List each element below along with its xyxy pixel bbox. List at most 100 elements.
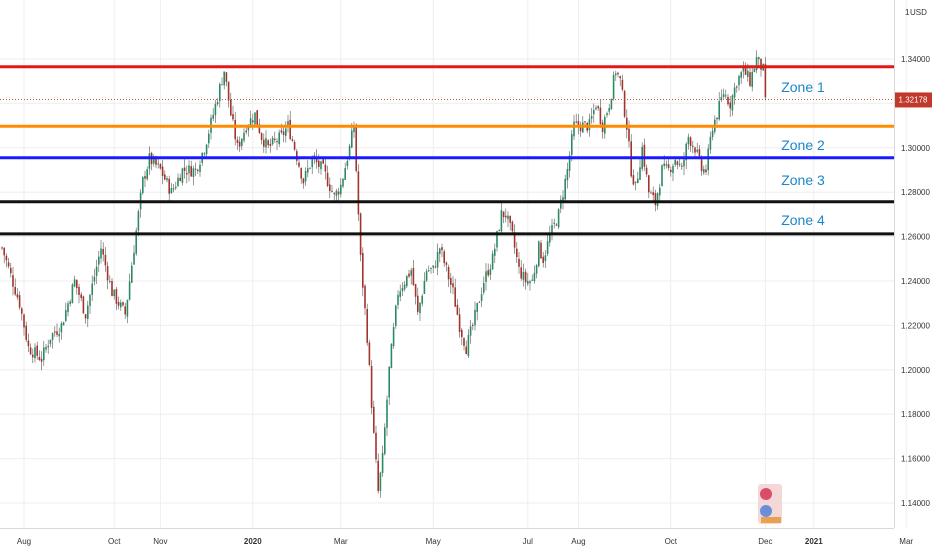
x-tick-label: Mar [899,537,913,546]
candle-body [498,230,500,232]
candle-body [324,164,327,172]
candle-body [656,193,659,206]
y-tick-label: 1.34000 [901,55,930,64]
candle-body [520,267,522,279]
candle-body [113,289,115,297]
candle-body [738,76,740,86]
candle-body [430,267,432,269]
candle-body [401,288,404,292]
candle-body [551,225,553,236]
candle-body [406,275,408,287]
candle-body [370,365,373,408]
candle-body [707,148,709,171]
candle-body [100,248,102,259]
candle-body [436,251,439,268]
candle-body [595,107,597,110]
candle-body [472,324,474,326]
candle-body [300,168,302,179]
candle-body [744,65,747,75]
candle-body [271,137,274,145]
candle-body [243,132,245,141]
candle-body [245,130,247,133]
candle-body [87,305,89,320]
candle-body [509,215,511,223]
candle-body [753,68,756,73]
candle-body [731,95,734,111]
candle-body [626,117,628,130]
candle-body [725,95,727,97]
x-tick-label: Jul [523,537,533,546]
candle-body [696,149,698,152]
candle-body [670,169,672,173]
time-axis[interactable]: Aug Oct Nov 2020 Mar May Jul Aug Oct Dec 2021 Mar [17,537,914,546]
candle-body [368,342,371,365]
candle-body [78,286,80,295]
candle-body [285,128,287,136]
candle-body [428,270,430,272]
candle-body [676,161,679,165]
candle-body [760,58,762,70]
candle-body [320,161,322,170]
candle-body [513,232,516,248]
candle-body [419,302,421,314]
candle-body [496,231,498,248]
candle-body [529,281,531,284]
candle-body [260,133,263,140]
candle-body [705,169,707,173]
candle-body [751,71,753,87]
candle-body [564,178,566,200]
candle-body [73,279,76,287]
candle-body [434,266,437,268]
candle-body [236,139,239,143]
candle-body [597,106,599,109]
candle-body [232,114,234,120]
candle-body [447,266,450,280]
candle-body [392,327,395,347]
candle-body [689,137,692,146]
candle-body [755,57,758,71]
candle-body [639,167,641,180]
candle-body [502,211,505,218]
support-resistance-levels[interactable] [0,65,894,236]
candle-body [397,294,399,305]
candle-body [225,72,228,82]
x-tick-label: Oct [108,537,121,546]
candle-body [507,215,509,220]
candle-body [461,329,463,337]
candle-body [221,84,223,86]
candle-body [452,283,454,288]
candle-body [381,452,384,473]
candle-body [219,84,221,102]
candle-body [166,178,168,181]
candle-body [410,270,412,276]
currency-label[interactable]: USD [910,8,927,17]
candle-body [432,265,434,268]
zone-label: Zone 4 [781,212,825,228]
candle-body [476,302,478,313]
candle-body [351,130,353,148]
candle-body [230,99,232,116]
candle-body [80,294,82,299]
candle-body [342,178,344,187]
candle-body [340,184,342,195]
candle-body [505,215,507,218]
candle-body [263,139,265,147]
candle-body [76,279,78,288]
candle-body [628,128,630,142]
candle-body [32,354,34,358]
candle-body [560,199,562,209]
candle-body [197,169,199,171]
candle-body [575,121,577,123]
candle-body [238,141,241,147]
candle-body [524,271,527,283]
candle-body [736,86,738,88]
candle-body [194,168,197,170]
candle-body [417,295,419,312]
candle-body [111,280,113,297]
candle-body [663,163,665,166]
candle-body [40,358,43,362]
candle-body [491,253,494,270]
candle-body [10,267,12,274]
candle-body [12,275,14,287]
